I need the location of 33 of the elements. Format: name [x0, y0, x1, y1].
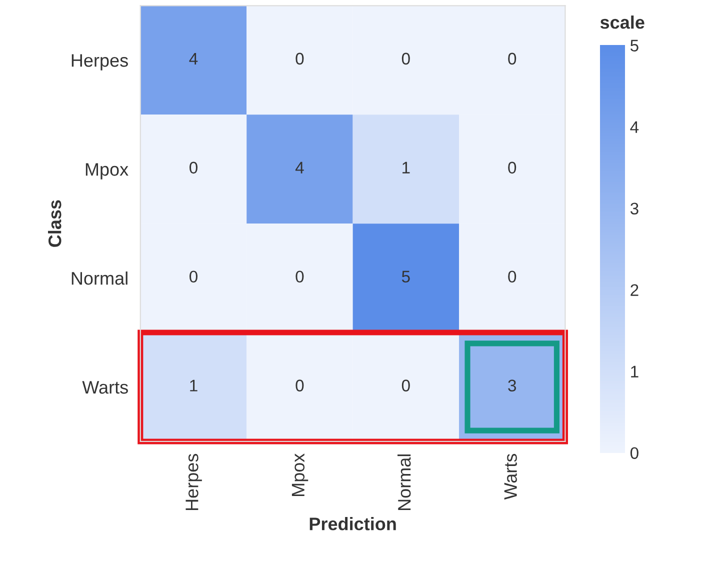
data-label: 3: [508, 380, 516, 392]
data-label: 0: [508, 270, 516, 283]
x-axis-title: Prediction: [310, 517, 396, 530]
data-label: 0: [402, 380, 410, 392]
x-tick-label: Mpox: [292, 453, 308, 496]
data-label: 4: [189, 52, 198, 64]
x-tick-label: Normal: [397, 454, 411, 510]
color-bar-label: 5: [630, 40, 638, 52]
data-label: 4: [295, 162, 304, 174]
y-tick-label: Herpes: [72, 54, 128, 70]
color-bar-label: 3: [630, 202, 638, 214]
color-bar-label: 2: [630, 284, 638, 296]
data-label: 0: [190, 270, 198, 283]
data-label: 0: [190, 162, 198, 174]
data-label: 0: [508, 162, 516, 174]
y-axis-title: Class: [48, 200, 62, 247]
data-label: 1: [402, 162, 410, 174]
color-bar-label: 1: [631, 366, 638, 378]
data-label: 1: [190, 380, 198, 392]
y-tick-label: Warts: [82, 381, 128, 394]
x-tick-label: Herpes: [186, 454, 202, 510]
data-label: 0: [508, 52, 516, 65]
y-tick-label: Normal: [72, 272, 128, 285]
data-label: 0: [296, 52, 304, 65]
color-bar-label: 4: [630, 121, 639, 133]
color-bar-title: scale: [600, 16, 644, 29]
x-tick-label: Warts: [504, 454, 517, 500]
y-tick-label: Mpox: [86, 163, 128, 180]
data-label: 5: [402, 270, 410, 283]
data-label: 0: [402, 52, 410, 65]
color-bar-label: 0: [630, 447, 638, 460]
data-label: 0: [296, 270, 304, 283]
data-label: 0: [296, 380, 304, 392]
